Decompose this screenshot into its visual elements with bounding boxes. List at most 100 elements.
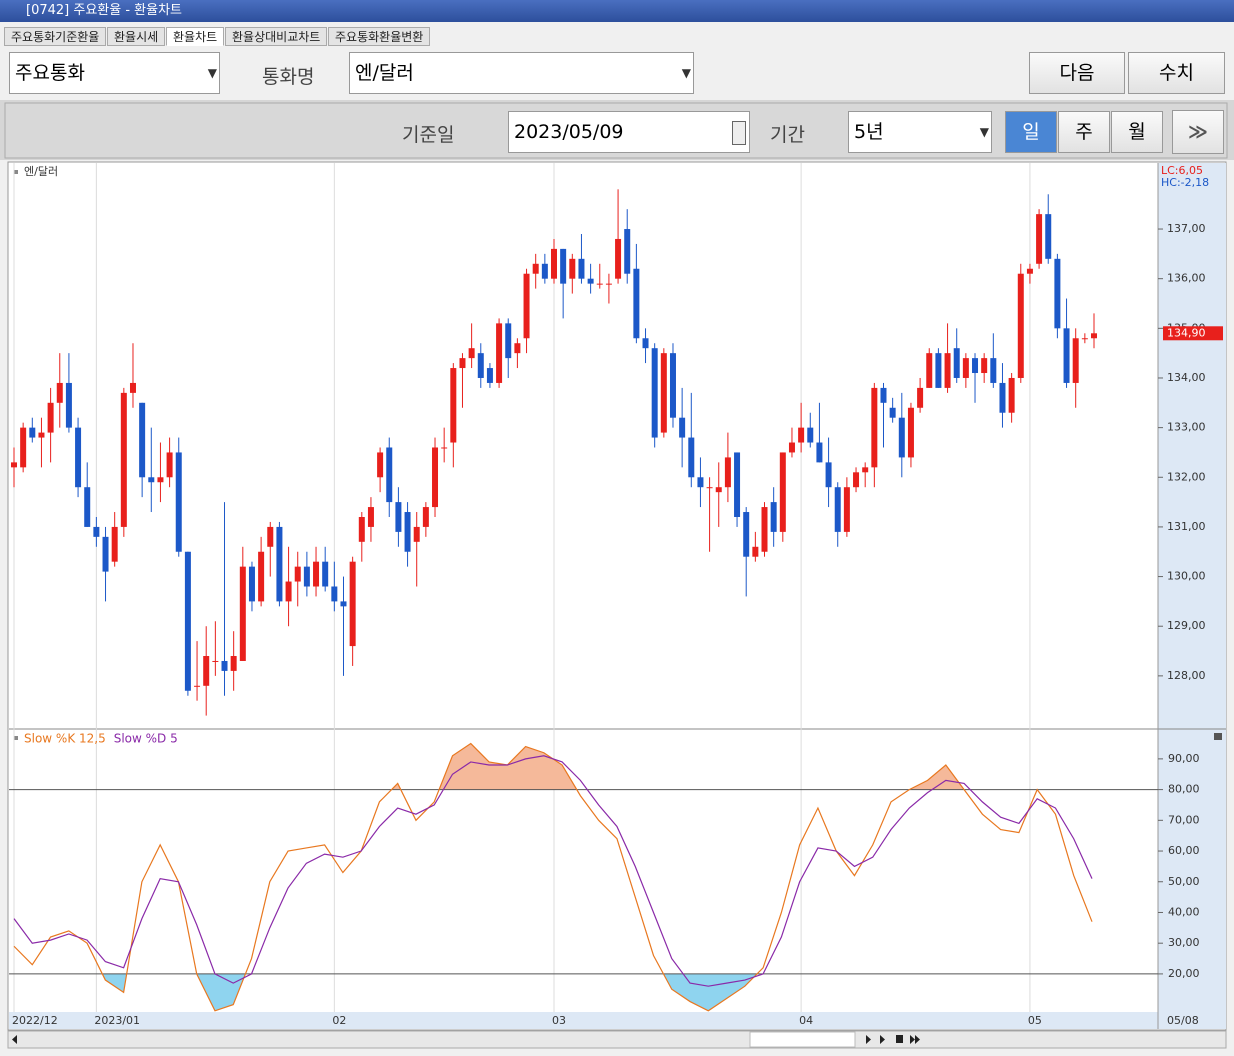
candle-body (459, 358, 466, 369)
candle-body (615, 238, 622, 279)
candle-body (834, 487, 841, 532)
candle-body (386, 447, 393, 503)
candle-body (1036, 214, 1043, 264)
candle-body (569, 258, 576, 279)
candle-body (322, 561, 329, 587)
candle-body (422, 507, 429, 527)
candle-body (395, 502, 402, 532)
panel-marker (14, 736, 18, 740)
last-price-label: 134,90 (1167, 326, 1206, 339)
dropdown-arrow: ▼ (681, 66, 691, 80)
candle-body (505, 323, 512, 359)
candle-body (724, 457, 731, 488)
y-tick-label: 131,00 (1167, 520, 1206, 533)
candle-body (770, 502, 777, 532)
scroll-thumb[interactable] (749, 1031, 856, 1048)
candle-body (981, 358, 988, 374)
candle-body (798, 427, 805, 443)
candle-body (184, 551, 191, 691)
candle-body (551, 248, 557, 279)
forward-button[interactable]: ≫ (1172, 110, 1224, 154)
y-tick-label: 30,00 (1168, 936, 1200, 949)
candle-body (331, 586, 338, 602)
candle-body (93, 526, 100, 537)
scrollbar[interactable] (7, 1030, 1227, 1049)
candle-body (825, 462, 832, 488)
tab[interactable]: 주요통화기준환율 (4, 27, 107, 46)
candle-body (706, 487, 713, 489)
y-axis-bg (1158, 163, 1226, 1029)
dropdown-arrow: ▼ (207, 66, 217, 80)
candle-body (413, 526, 420, 542)
y-tick-label: 60,00 (1168, 844, 1200, 857)
candle-body (889, 407, 896, 418)
candle-body (313, 561, 320, 587)
info-label: LC:6,05 (1161, 164, 1203, 177)
y-tick-label: 132,00 (1167, 470, 1206, 483)
candle-body (1054, 258, 1061, 329)
candle-body (1017, 273, 1024, 378)
candle-body (605, 283, 612, 285)
candle-body (258, 551, 265, 602)
candle-body (1063, 328, 1070, 383)
candle-body (807, 427, 814, 443)
currency-select[interactable]: 엔/달러 ▼ (349, 52, 694, 94)
tab[interactable]: 환율차트 (166, 27, 225, 46)
candle-body (11, 462, 17, 468)
legend-entry: Slow %D 5 (114, 732, 178, 746)
values-button[interactable]: 수치 (1128, 52, 1225, 94)
candle-body (29, 427, 36, 438)
candle-body (367, 507, 374, 527)
candle-body (743, 512, 750, 557)
candle-body (944, 353, 951, 388)
interval-button[interactable]: 일 (1005, 111, 1057, 153)
candle-body (761, 507, 768, 552)
candle-body (102, 536, 109, 572)
date-value: 2023/05/09 (514, 121, 624, 143)
candle-body (990, 358, 997, 383)
panel-button[interactable] (1214, 733, 1222, 740)
candle-body (962, 358, 969, 378)
candle-body (880, 387, 887, 403)
y-tick-label: 129,00 (1167, 619, 1206, 632)
title-bar: [0742] 주요환율 - 환율차트 (0, 0, 1234, 22)
interval-button[interactable]: 월 (1111, 111, 1163, 153)
candle-body (679, 417, 686, 438)
candle-body (871, 387, 878, 468)
candle-body (917, 387, 924, 408)
y-tick-label: 50,00 (1168, 875, 1200, 888)
interval-button[interactable]: 주 (1058, 111, 1110, 153)
group-select[interactable]: 주요통화 ▼ (9, 52, 220, 94)
last-price-box (1163, 326, 1223, 341)
next-button[interactable]: 다음 (1029, 52, 1125, 94)
candle-body (175, 452, 182, 552)
tab[interactable]: 환율시세 (107, 27, 166, 46)
candle-body (697, 477, 704, 488)
candle-body (84, 487, 91, 527)
candle-body (953, 348, 960, 378)
candle-body (56, 382, 63, 403)
y-tick-label: 137,00 (1167, 222, 1206, 235)
candle-body (120, 392, 127, 527)
y-tick-label: 80,00 (1168, 783, 1200, 796)
date-input[interactable]: 2023/05/09 (508, 111, 750, 153)
candle-body (898, 417, 905, 458)
calendar-icon[interactable] (732, 121, 746, 145)
tab[interactable]: 환율상대비교차트 (225, 27, 328, 46)
candle-body (816, 442, 823, 463)
candle-body (862, 467, 869, 473)
candle-body (734, 452, 741, 517)
candle-body (514, 343, 521, 354)
date-label: 기준일 (402, 124, 455, 146)
candle-body (715, 487, 722, 493)
period-select[interactable]: 5년 ▼ (848, 111, 992, 153)
candle-body (642, 338, 649, 349)
scroll-left[interactable] (12, 1035, 17, 1044)
candle-body (752, 546, 759, 557)
tab[interactable]: 주요통화환율변환 (328, 27, 431, 46)
candle-body (651, 348, 658, 438)
candle-body (660, 353, 667, 433)
candle-body (139, 402, 146, 478)
candle-body (633, 268, 640, 339)
